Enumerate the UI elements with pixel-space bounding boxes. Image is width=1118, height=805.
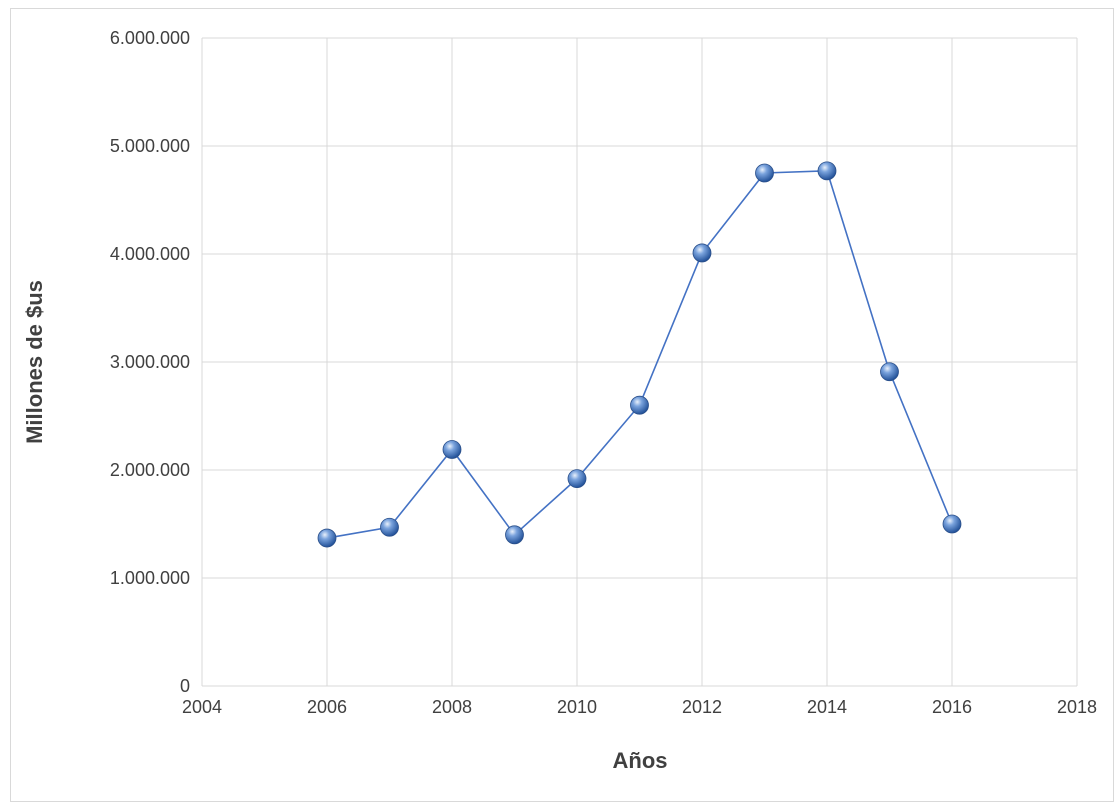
data-point bbox=[692, 243, 712, 263]
x-tick-label: 2016 bbox=[932, 697, 972, 717]
y-axis-title: Millones de $us bbox=[22, 280, 47, 444]
x-tick-label: 2012 bbox=[682, 697, 722, 717]
x-tick-label: 2008 bbox=[432, 697, 472, 717]
y-tick-label: 5.000.000 bbox=[110, 136, 190, 156]
data-point bbox=[317, 528, 337, 548]
series-line bbox=[326, 170, 953, 539]
data-point bbox=[817, 161, 837, 181]
data-point bbox=[380, 517, 399, 537]
data-point bbox=[442, 440, 462, 459]
data-point bbox=[880, 362, 899, 382]
grid-layer bbox=[201, 37, 1078, 687]
x-tick-label: 2004 bbox=[182, 697, 222, 717]
x-tick-label: 2006 bbox=[307, 697, 347, 717]
data-point bbox=[630, 395, 649, 415]
tick-labels: 0 1.000.000 2.000.000 3.000.000 4.000.000 5.0… bbox=[110, 28, 1097, 717]
data-point bbox=[942, 514, 962, 534]
x-axis-title: Años bbox=[613, 748, 668, 773]
x-tick-label: 2018 bbox=[1057, 697, 1097, 717]
series-layer bbox=[317, 161, 962, 548]
y-tick-label: 4.000.000 bbox=[110, 244, 190, 264]
y-tick-label: 1.000.000 bbox=[110, 568, 190, 588]
data-point bbox=[755, 163, 774, 183]
x-tick-label: 2010 bbox=[557, 697, 597, 717]
data-point bbox=[567, 469, 587, 489]
y-tick-label: 0 bbox=[180, 676, 190, 696]
x-tick-label: 2014 bbox=[807, 697, 847, 717]
y-tick-label: 2.000.000 bbox=[110, 460, 190, 480]
y-tick-label: 6.000.000 bbox=[110, 28, 190, 48]
chart-frame bbox=[10, 8, 1114, 802]
data-point bbox=[505, 525, 524, 545]
y-tick-label: 3.000.000 bbox=[110, 352, 190, 372]
